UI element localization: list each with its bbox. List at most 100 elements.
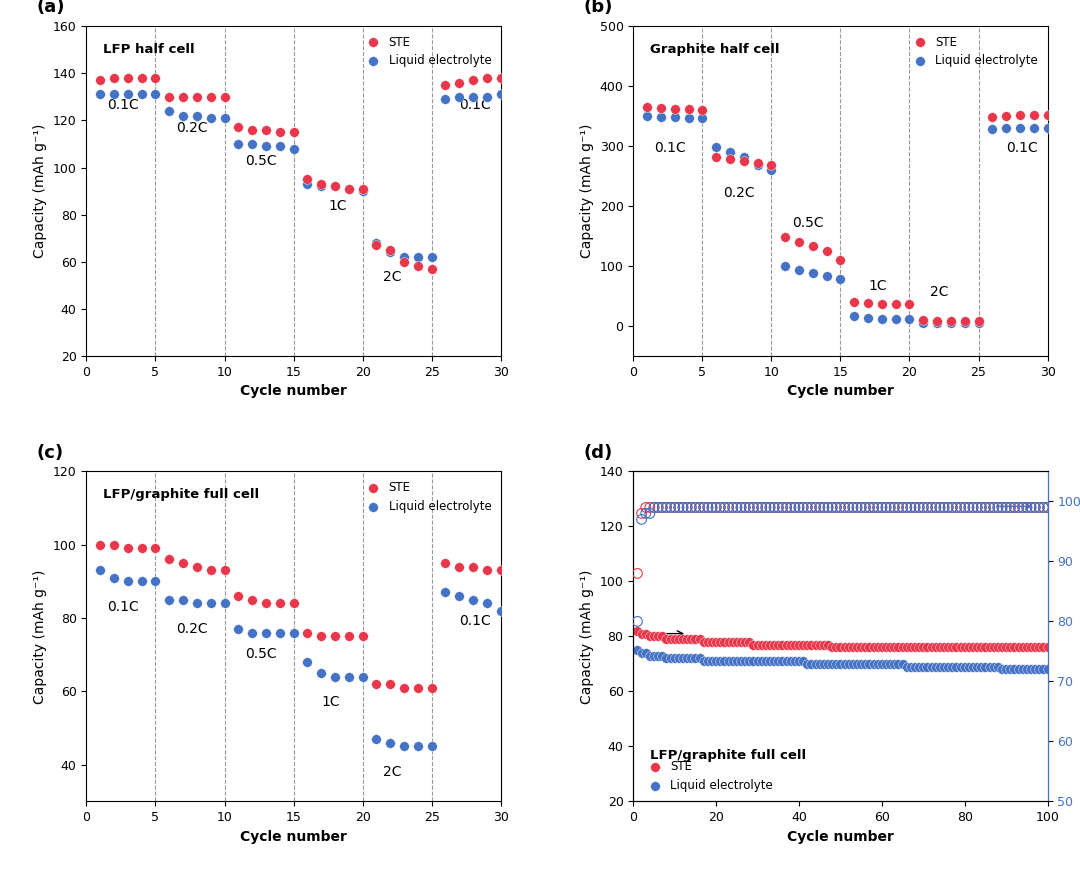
Point — [985, 501, 1002, 515]
Point — [753, 638, 770, 652]
Point — [678, 501, 696, 515]
Point — [161, 552, 178, 566]
Point — [942, 314, 959, 328]
Point — [671, 501, 688, 515]
Point — [849, 501, 866, 515]
Point — [666, 102, 684, 116]
Point — [786, 638, 804, 652]
Point — [791, 235, 808, 249]
Point — [827, 640, 845, 654]
Point — [653, 501, 671, 515]
Point — [770, 654, 787, 668]
Point — [791, 263, 808, 277]
Point — [899, 501, 916, 515]
Point — [869, 640, 887, 654]
Y-axis label: Capacity (mAh g⁻¹): Capacity (mAh g⁻¹) — [580, 569, 594, 704]
Point — [795, 501, 812, 515]
Point — [832, 657, 849, 671]
Point — [766, 501, 783, 515]
Point — [1005, 640, 1023, 654]
Point — [919, 640, 936, 654]
Point — [188, 597, 205, 611]
Point — [874, 501, 891, 515]
Point — [106, 71, 123, 85]
Point — [815, 501, 833, 515]
Point — [699, 654, 716, 668]
Point — [940, 501, 957, 515]
Point — [92, 564, 109, 577]
Point — [175, 90, 192, 104]
Point — [147, 71, 164, 85]
Point — [649, 501, 666, 515]
Point — [243, 137, 260, 151]
Point — [642, 649, 659, 663]
Point — [985, 659, 1002, 673]
Point — [436, 78, 454, 92]
Point — [409, 260, 427, 273]
Point — [849, 640, 866, 654]
Point — [175, 556, 192, 570]
Point — [748, 638, 766, 652]
Point — [707, 150, 725, 164]
Point — [989, 501, 1007, 515]
Point — [761, 638, 779, 652]
Point — [119, 87, 136, 101]
Point — [1039, 501, 1056, 515]
Point — [1039, 108, 1056, 122]
Point — [649, 501, 666, 515]
Point — [935, 659, 953, 673]
Point — [299, 177, 316, 191]
Point — [478, 90, 496, 104]
Point — [699, 501, 716, 515]
Text: LFP half cell: LFP half cell — [103, 43, 194, 56]
Point — [666, 501, 684, 515]
Point — [989, 640, 1007, 654]
Point — [998, 121, 1015, 135]
Point — [964, 501, 982, 515]
Point — [312, 177, 329, 191]
Point — [671, 652, 688, 665]
Point — [778, 501, 795, 515]
Point — [674, 652, 691, 665]
Text: 1C: 1C — [868, 279, 887, 293]
Point — [658, 652, 675, 665]
Point — [940, 501, 957, 515]
Point — [312, 179, 329, 193]
Point — [696, 635, 713, 649]
Point — [762, 159, 780, 172]
Point — [944, 659, 961, 673]
Point — [757, 501, 774, 515]
Point — [935, 640, 953, 654]
Point — [133, 542, 150, 556]
Point — [629, 566, 646, 580]
Point — [1026, 640, 1043, 654]
Point — [981, 501, 998, 515]
Point — [910, 640, 928, 654]
Point — [1026, 501, 1043, 515]
Point — [230, 137, 247, 151]
Point — [106, 87, 123, 101]
Point — [285, 125, 302, 139]
Point — [877, 501, 894, 515]
Point — [450, 76, 468, 90]
Point — [845, 501, 862, 515]
Point — [940, 640, 957, 654]
Point — [1018, 501, 1036, 515]
Point — [956, 314, 973, 328]
Point — [915, 659, 932, 673]
Point — [696, 501, 713, 515]
Legend: STE, Liquid electrolyte: STE, Liquid electrolyte — [639, 756, 777, 795]
Text: 2C: 2C — [383, 270, 402, 284]
Point — [902, 640, 919, 654]
Point — [230, 589, 247, 603]
Text: 2C: 2C — [383, 765, 402, 779]
Point — [492, 71, 510, 85]
Point — [902, 659, 919, 673]
Point — [381, 736, 399, 750]
Point — [901, 298, 918, 312]
Point — [824, 640, 841, 654]
Point — [271, 597, 288, 611]
Point — [824, 501, 841, 515]
Point — [243, 625, 260, 639]
Point — [674, 501, 691, 515]
